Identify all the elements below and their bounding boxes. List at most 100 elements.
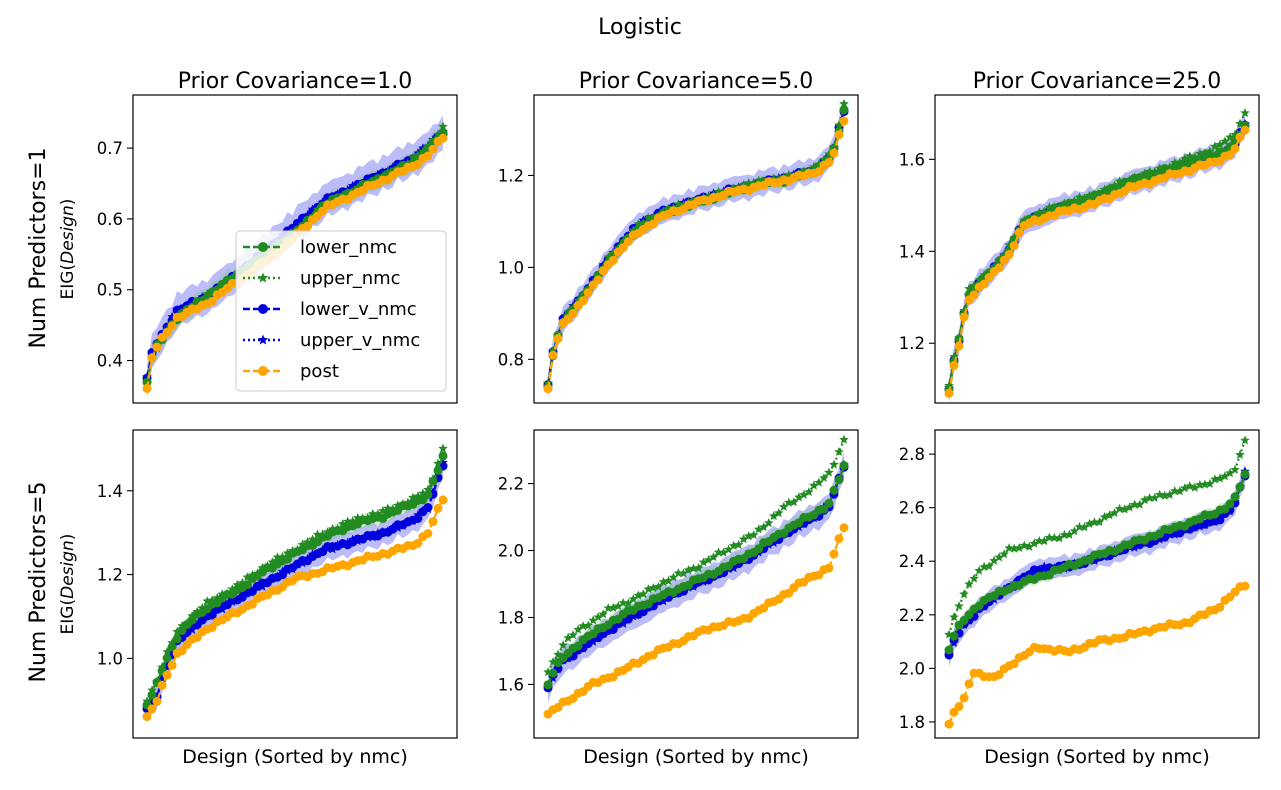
post-point — [839, 523, 849, 533]
post-point — [433, 503, 443, 513]
upper_nmc-point — [332, 523, 343, 533]
y-tick-label: 0.6 — [97, 210, 123, 229]
upper_nmc-point — [1200, 479, 1210, 489]
upper_v_nmc-point — [297, 558, 308, 568]
upper_nmc-point — [824, 467, 834, 477]
y-tick-label: 0.8 — [498, 350, 524, 369]
upper_nmc-point — [1235, 118, 1245, 128]
upper_nmc-point — [563, 632, 573, 642]
upper_v_nmc-point — [1129, 542, 1140, 552]
upper_v_nmc-point — [393, 523, 403, 533]
upper_v_nmc-line — [546, 109, 846, 384]
upper_nmc-point — [1149, 166, 1160, 176]
upper_nmc-point — [819, 473, 829, 483]
post-point — [147, 704, 157, 714]
upper_v_nmc-point — [588, 636, 598, 646]
upper_v_nmc-point — [1170, 529, 1180, 539]
upper_nmc-point — [337, 518, 348, 528]
upper_nmc-point — [834, 446, 844, 456]
upper_nmc-point — [769, 511, 779, 521]
y-axis-label-suffix: ) — [58, 534, 78, 541]
upper_nmc-point — [829, 141, 839, 152]
upper_nmc-point — [267, 557, 278, 567]
upper_nmc-point — [593, 612, 603, 622]
upper_nmc-point — [814, 477, 824, 487]
upper_nmc-point — [307, 534, 318, 544]
upper_nmc-point — [949, 612, 959, 622]
post-point — [152, 697, 162, 706]
upper_nmc-point — [1079, 522, 1090, 532]
upper_v_nmc-point — [593, 632, 603, 642]
y-tick-label: 2.0 — [899, 659, 925, 678]
upper_nmc-point — [839, 434, 849, 444]
upper_nmc-point — [413, 491, 423, 501]
upper_nmc-point — [438, 443, 448, 453]
legend: lower_nmc upper_nmc lower_v_nmc upper_v_nmc… — [235, 230, 447, 392]
post-point — [423, 151, 433, 161]
upper_nmc-point — [1104, 510, 1115, 520]
upper_nmc-point — [1119, 504, 1130, 514]
y-tick-label: 2.2 — [899, 606, 925, 625]
upper_nmc-point — [1164, 489, 1175, 499]
upper_nmc-point — [378, 505, 388, 516]
column-title-3: Prior Covariance=25.0 — [973, 69, 1222, 94]
upper_nmc-point — [418, 488, 428, 498]
upper_v_nmc-point — [217, 604, 228, 614]
upper_v_nmc-point — [362, 532, 373, 542]
upper_nmc-point — [403, 497, 413, 507]
upper_nmc-point — [613, 601, 623, 611]
upper_v_nmc-point — [1034, 564, 1045, 574]
upper_nmc-point — [438, 121, 448, 131]
upper_nmc-point — [282, 548, 293, 558]
post-point — [303, 221, 312, 231]
upper_v_nmc-point — [272, 571, 283, 581]
legend-marker — [257, 272, 269, 283]
upper_nmc-point — [423, 484, 433, 494]
y-axis-label-italic: Design — [58, 205, 78, 264]
post-point — [167, 660, 177, 670]
upper_nmc-point — [1225, 468, 1235, 478]
upper_nmc-point — [302, 537, 313, 547]
upper_nmc-point — [954, 601, 964, 611]
upper_v_nmc-point — [247, 585, 258, 595]
upper_nmc-point — [1069, 195, 1080, 205]
upper_nmc-point — [292, 545, 303, 555]
x-axis-label: Design (Sorted by nmc) — [984, 746, 1210, 768]
upper_v_nmc-point — [388, 522, 398, 532]
upper_nmc-point — [1109, 508, 1120, 518]
lower_v_nmc-confidence-band — [147, 452, 443, 723]
upper_nmc-point — [638, 589, 649, 599]
upper_v_nmc-point — [368, 532, 378, 542]
upper_nmc-point — [1074, 521, 1085, 532]
upper_nmc-point — [1190, 152, 1200, 162]
lower_nmc-point — [438, 451, 448, 461]
lower_nmc-point — [573, 641, 583, 651]
upper_nmc-point — [779, 501, 789, 511]
upper_v_nmc-point — [357, 534, 368, 544]
upper_nmc-point — [1069, 526, 1080, 536]
post-point — [413, 160, 423, 169]
upper_nmc-point — [1094, 517, 1105, 527]
upper_v_nmc-point — [633, 608, 644, 618]
post-point — [543, 384, 553, 394]
upper_nmc-point — [573, 624, 583, 634]
post-point — [152, 342, 162, 352]
upper_nmc-point — [1044, 532, 1055, 542]
upper_nmc-point — [653, 581, 664, 591]
upper_nmc-point — [433, 458, 443, 468]
upper_nmc-point — [162, 646, 172, 656]
upper_nmc-point — [1104, 182, 1115, 192]
upper_nmc-point — [1044, 202, 1055, 212]
upper_nmc-point — [1124, 174, 1135, 184]
post-point — [839, 116, 849, 126]
upper_v_nmc-point — [187, 624, 197, 634]
upper_nmc-point — [252, 568, 263, 578]
upper_v_nmc-point — [603, 625, 613, 635]
post-point — [553, 334, 563, 344]
upper_nmc-point — [979, 561, 989, 571]
upper_nmc-point — [984, 561, 994, 571]
post-point — [1009, 241, 1019, 251]
upper_nmc-point — [362, 512, 373, 522]
upper_nmc-point — [1215, 473, 1225, 483]
legend-label: upper_v_nmc — [300, 330, 420, 351]
